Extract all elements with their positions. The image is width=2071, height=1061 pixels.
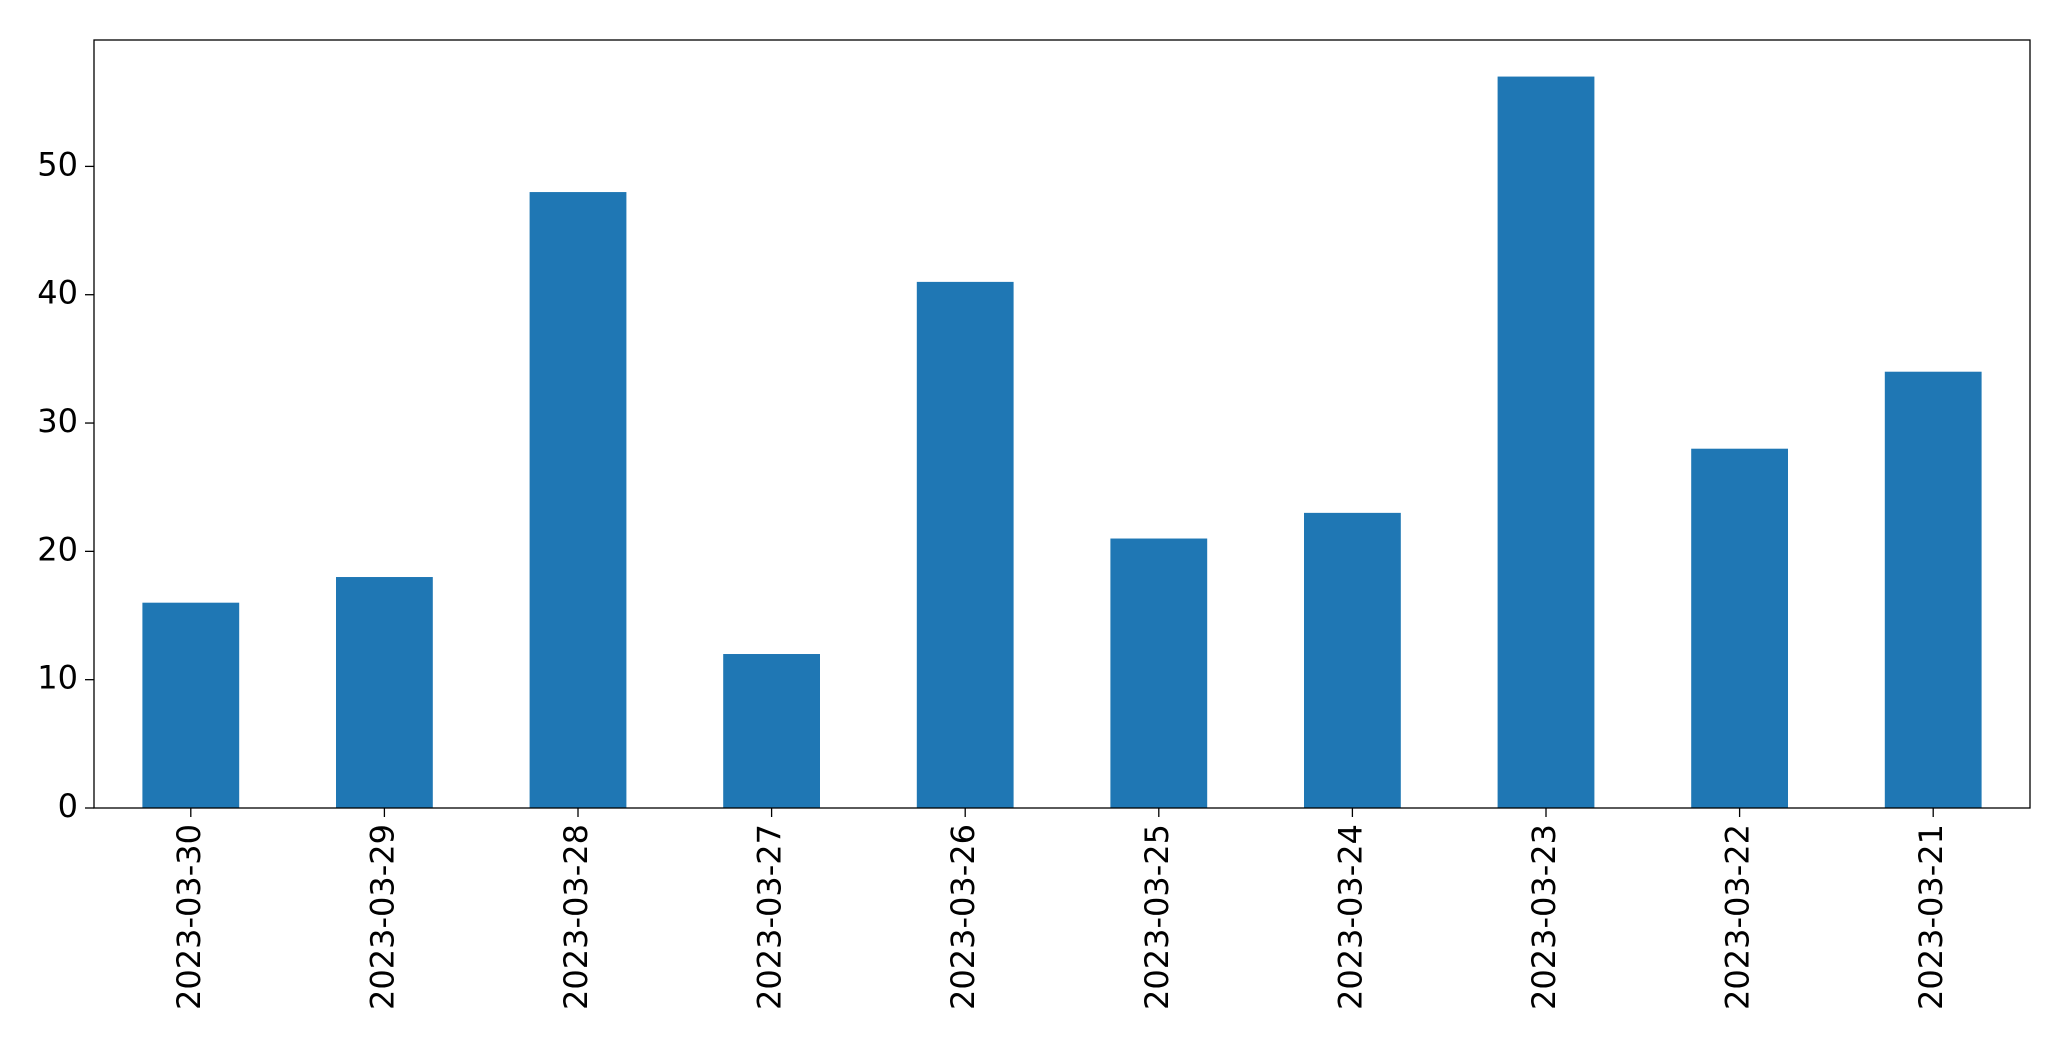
x-tick-label: 2023-03-21 xyxy=(1912,824,1950,1010)
bar xyxy=(723,654,820,808)
x-tick-label: 2023-03-27 xyxy=(751,824,789,1010)
y-tick-label: 50 xyxy=(37,145,78,183)
bar xyxy=(1497,76,1595,809)
x-tick-label: 2023-03-25 xyxy=(1138,824,1176,1010)
bar xyxy=(529,192,627,808)
bar xyxy=(142,602,240,808)
bar xyxy=(1304,512,1401,808)
x-tick-label: 2023-03-28 xyxy=(557,824,595,1010)
bar xyxy=(916,281,1014,808)
y-tick-label: 30 xyxy=(37,402,78,440)
y-tick-label: 10 xyxy=(37,659,78,697)
x-tick-label: 2023-03-29 xyxy=(363,824,401,1010)
bar xyxy=(1691,448,1788,808)
bar xyxy=(336,577,433,808)
x-tick-label: 2023-03-24 xyxy=(1331,824,1369,1010)
x-tick-label: 2023-03-22 xyxy=(1719,824,1757,1010)
plot-frame xyxy=(93,39,2031,809)
x-tick-label: 2023-03-26 xyxy=(944,824,982,1010)
bar xyxy=(1110,538,1208,808)
bar xyxy=(1884,371,1982,808)
x-tick-label: 2023-03-30 xyxy=(170,824,208,1010)
y-tick-label: 40 xyxy=(37,274,78,312)
y-tick-label: 0 xyxy=(58,787,78,825)
x-tick-label: 2023-03-23 xyxy=(1525,824,1563,1010)
y-tick-label: 20 xyxy=(37,530,78,568)
